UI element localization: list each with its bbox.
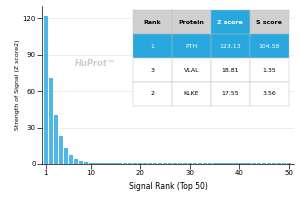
Bar	[49, 78, 53, 164]
Bar	[108, 163, 112, 164]
Text: HuProt™: HuProt™	[75, 59, 116, 68]
Bar	[212, 163, 217, 164]
Bar	[158, 163, 162, 164]
Bar	[103, 163, 108, 164]
Bar	[173, 163, 177, 164]
Bar	[193, 163, 197, 164]
Bar	[148, 163, 152, 164]
Bar	[118, 163, 122, 164]
Bar	[272, 163, 276, 164]
Bar	[227, 163, 232, 164]
Bar	[163, 163, 167, 164]
Bar	[208, 163, 212, 164]
Bar	[267, 163, 271, 164]
Bar	[178, 163, 182, 164]
Bar	[242, 163, 247, 164]
Bar	[202, 163, 207, 164]
Bar	[277, 163, 281, 164]
Bar	[282, 163, 286, 164]
Bar	[232, 163, 237, 164]
Bar	[287, 163, 291, 164]
Bar	[44, 16, 48, 164]
Bar	[74, 159, 78, 164]
Bar	[123, 163, 128, 164]
Bar	[188, 163, 192, 164]
Bar	[88, 163, 93, 164]
Bar	[69, 155, 73, 164]
Bar	[198, 163, 202, 164]
Bar	[113, 163, 118, 164]
Bar	[143, 163, 147, 164]
Bar	[79, 161, 83, 164]
Bar	[218, 163, 222, 164]
Bar	[183, 163, 187, 164]
Bar	[252, 163, 256, 164]
Bar	[83, 162, 88, 164]
Bar	[237, 163, 242, 164]
Bar	[133, 163, 137, 164]
Y-axis label: Strength of Signal (Z score2): Strength of Signal (Z score2)	[15, 40, 20, 130]
Bar	[262, 163, 266, 164]
Bar	[138, 163, 142, 164]
Bar	[128, 163, 132, 164]
Bar	[168, 163, 172, 164]
Bar	[153, 163, 157, 164]
Bar	[59, 136, 63, 164]
Bar	[247, 163, 251, 164]
Bar	[94, 163, 98, 164]
Bar	[54, 115, 58, 164]
Bar	[222, 163, 227, 164]
Bar	[64, 148, 68, 164]
Bar	[257, 163, 261, 164]
X-axis label: Signal Rank (Top 50): Signal Rank (Top 50)	[129, 182, 207, 191]
Bar	[98, 163, 103, 164]
